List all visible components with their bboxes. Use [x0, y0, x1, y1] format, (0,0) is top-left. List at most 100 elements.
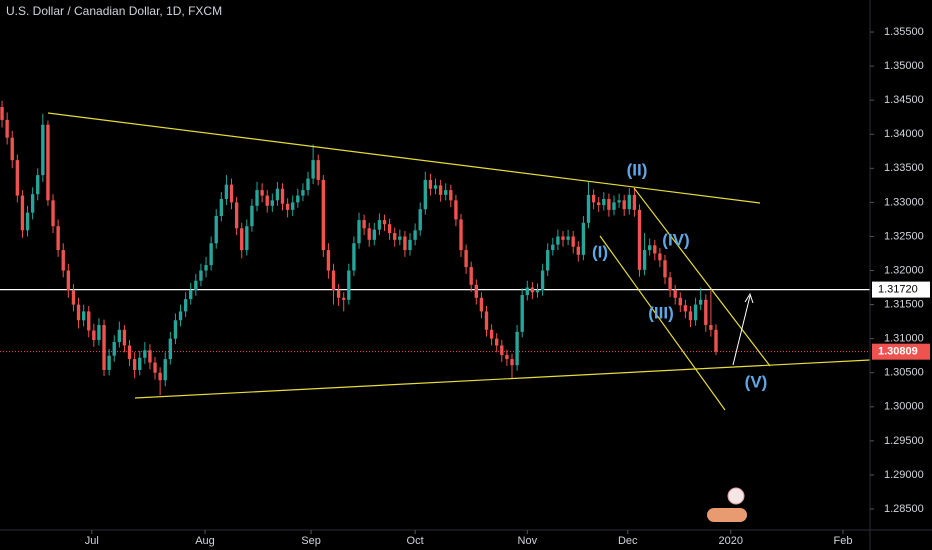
- candle-body: [306, 178, 310, 191]
- candle-body: [56, 226, 60, 251]
- candle-body: [265, 195, 269, 206]
- wave-label: (I): [592, 242, 608, 261]
- x-tick-label: Dec: [618, 535, 638, 547]
- candle-body: [372, 229, 376, 240]
- y-tick-label: 1.34500: [884, 94, 924, 106]
- candle-body: [97, 325, 101, 341]
- candle-body: [270, 200, 275, 206]
- candle-body: [285, 203, 290, 210]
- candle-body: [393, 233, 397, 240]
- candle-body: [260, 190, 264, 196]
- candle-body: [546, 250, 550, 271]
- candle-body: [209, 243, 213, 266]
- wave-label: (V): [745, 372, 768, 391]
- candle-body: [234, 202, 239, 229]
- candle-body: [199, 270, 203, 281]
- candle-body: [428, 179, 433, 189]
- badge-pill: [707, 508, 747, 522]
- y-tick-label: 1.29500: [884, 435, 924, 447]
- candle-body: [627, 194, 631, 210]
- candle-body: [551, 244, 555, 251]
- candle-body: [342, 297, 346, 300]
- candle-body: [418, 209, 422, 231]
- candle-body: [597, 202, 601, 206]
- candle-body: [423, 179, 427, 210]
- y-tick-label: 1.31500: [884, 298, 924, 310]
- candle-body: [561, 236, 565, 240]
- candle-body: [576, 246, 580, 255]
- plot-area: [0, 100, 870, 396]
- candle-body: [163, 359, 167, 381]
- candle-body: [403, 236, 407, 251]
- candle-body: [51, 200, 55, 227]
- y-tick-label: 1.34000: [884, 128, 924, 140]
- x-tick-label: Feb: [833, 535, 852, 547]
- candle-body: [76, 304, 81, 321]
- candle-body: [168, 338, 173, 360]
- candle-body: [352, 243, 356, 271]
- candle-body: [663, 260, 667, 278]
- candle-body: [92, 330, 96, 341]
- candle-body: [66, 270, 71, 291]
- x-tick-label: Aug: [195, 535, 215, 547]
- candle-body: [183, 299, 188, 312]
- candle-body: [581, 222, 586, 255]
- candle-body: [459, 219, 463, 251]
- candle-body: [138, 357, 142, 371]
- candle-body: [653, 245, 657, 254]
- arrow-head: [744, 292, 754, 304]
- candle-body: [632, 194, 637, 210]
- channel-line: [633, 187, 771, 367]
- candle-body: [510, 359, 514, 366]
- candle-body: [505, 355, 509, 360]
- candle-body: [275, 188, 280, 201]
- channel-line: [599, 235, 726, 411]
- candle-body: [556, 236, 560, 245]
- level-label: 1.31720: [878, 284, 918, 296]
- candle-body: [479, 297, 484, 312]
- wave-label: (II): [627, 160, 648, 179]
- candle-body: [648, 245, 652, 251]
- candle-body: [413, 230, 417, 240]
- candle-body: [102, 325, 106, 371]
- y-tick-label: 1.30000: [884, 401, 924, 413]
- x-tick-label: Nov: [518, 535, 538, 547]
- candle-body: [61, 250, 65, 271]
- candle-body: [540, 270, 545, 291]
- candle-body: [280, 188, 285, 204]
- candle-body: [20, 195, 25, 231]
- y-tick-label: 1.33000: [884, 196, 924, 208]
- y-tick-label: 1.35000: [884, 60, 924, 72]
- candle-body: [127, 345, 132, 360]
- candle-body: [41, 124, 45, 176]
- candle-body: [484, 311, 489, 330]
- candle-body: [382, 220, 387, 225]
- wave-label: (IV): [662, 230, 689, 249]
- candle-body: [408, 239, 412, 251]
- candle-body: [673, 290, 677, 298]
- candle-body: [87, 311, 91, 331]
- candle-body: [699, 299, 703, 305]
- y-tick-label: 1.35500: [884, 26, 924, 38]
- candle-body: [15, 160, 20, 196]
- candle-body: [357, 220, 361, 244]
- candle-body: [331, 270, 336, 291]
- candle-body: [347, 270, 351, 300]
- candle-body: [204, 265, 208, 271]
- y-tick-label: 1.30500: [884, 367, 924, 379]
- candle-body: [173, 320, 178, 339]
- candle-body: [245, 226, 249, 251]
- candle-body: [143, 350, 147, 358]
- candle-body: [46, 124, 50, 201]
- candle-body: [444, 190, 448, 195]
- candle-body: [454, 200, 458, 220]
- candle-body: [658, 253, 662, 261]
- candle-body: [25, 212, 30, 231]
- candle-body: [617, 200, 621, 203]
- x-tick-label: Oct: [407, 535, 424, 547]
- candle-body: [10, 137, 14, 161]
- candle-body: [189, 290, 193, 300]
- candle-body: [602, 198, 606, 206]
- candle-body: [296, 195, 300, 203]
